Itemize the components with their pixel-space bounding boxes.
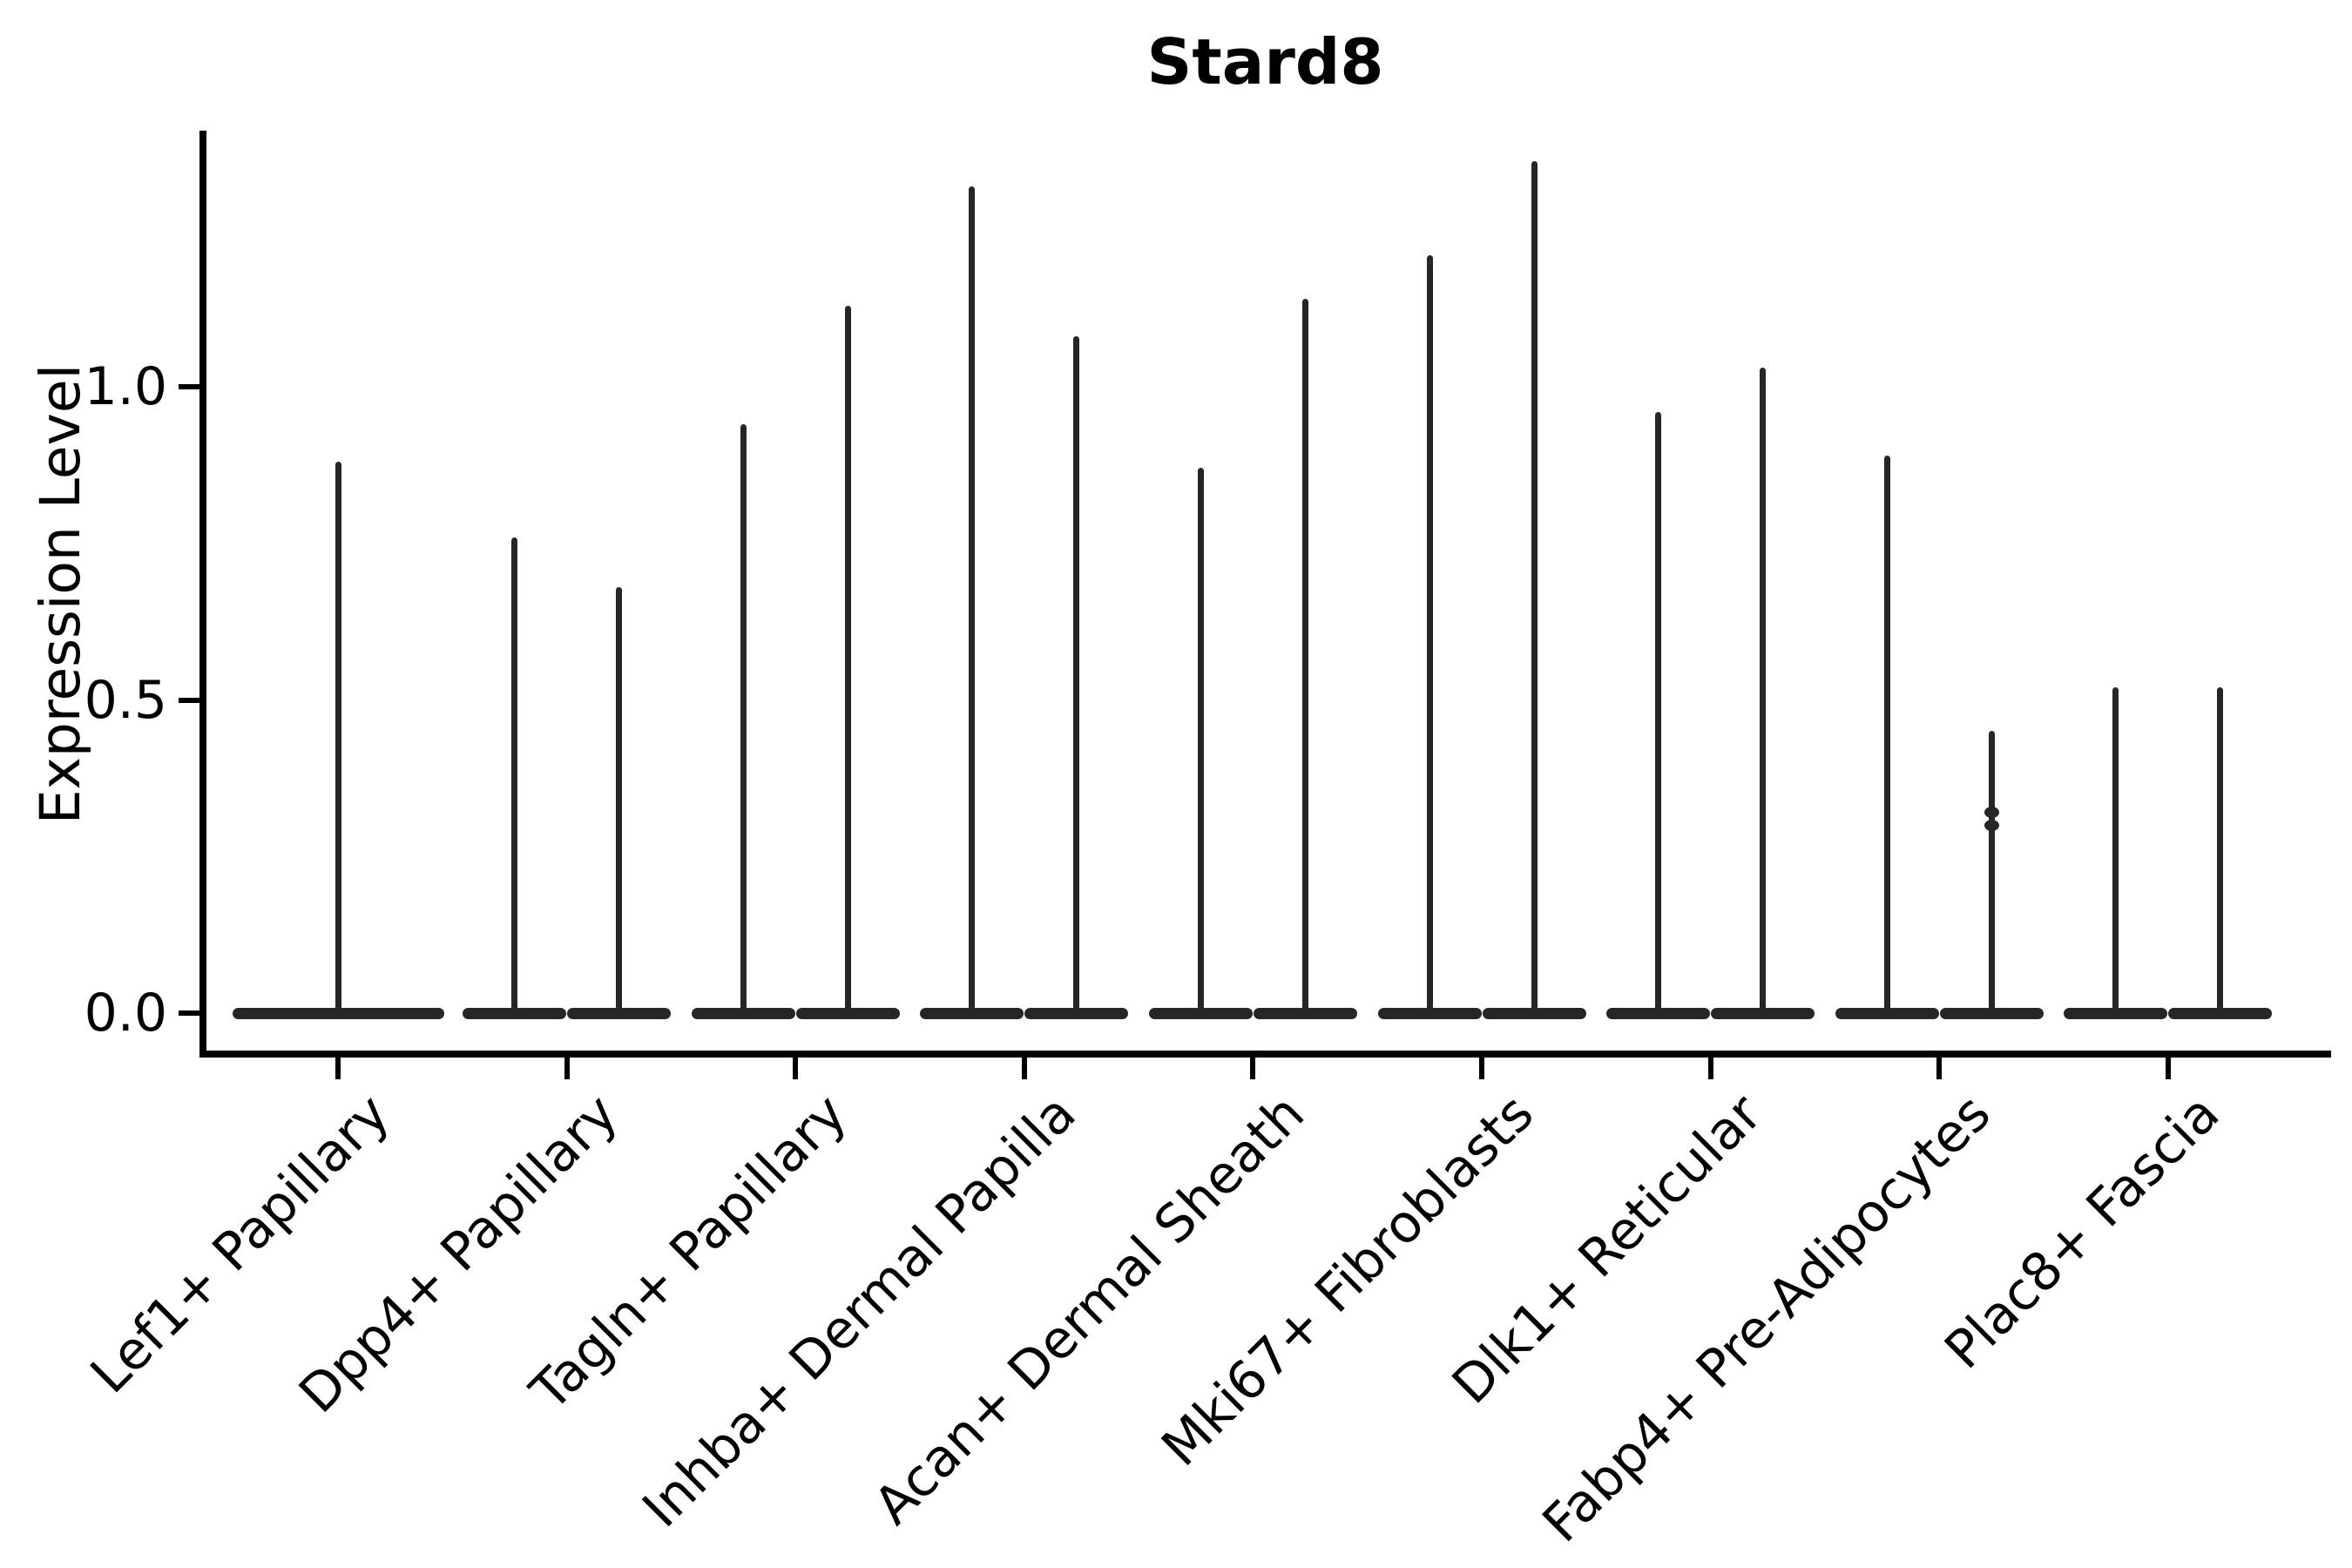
violin-spike [1426,255,1433,1013]
x-tick-label: Fabp4+ Pre-Adipocytes [1531,1083,2003,1555]
violin-spike [844,305,851,1013]
violin-spike [335,462,341,1013]
x-tick [564,1058,570,1079]
violin-base [1606,1007,1711,1019]
violin-spike [511,537,518,1013]
x-tick-label: Acan+ Dermal Sheath [862,1083,1317,1537]
violin-base [1482,1007,1586,1019]
violin-base [2168,1007,2273,1019]
violin-base [567,1007,672,1019]
violin-base [1835,1007,1939,1019]
violin-spike [616,587,623,1013]
x-tick [2165,1058,2171,1079]
violin-spike [740,424,747,1013]
violin-base [1253,1007,1357,1019]
x-tick [793,1058,799,1079]
violin-spike [1760,368,1767,1013]
violin-spike [1073,336,1080,1013]
violin-base [2064,1007,2168,1019]
x-tick [1479,1058,1484,1079]
y-tick [179,384,200,389]
violin-base [463,1007,567,1019]
chart-title: Stard8 [1146,25,1384,98]
violin-base [232,1007,444,1019]
violin-spike [1531,161,1538,1013]
violin-spike [2112,687,2119,1013]
violin-spike [1988,731,1995,1013]
y-axis-spine [199,131,206,1058]
violin-base [1377,1007,1482,1019]
violin-base [1939,1007,2044,1019]
y-tick-label: 1.0 [84,356,167,417]
x-tick [1021,1058,1027,1079]
violin-spike [1655,411,1662,1013]
violin-spike [1197,468,1204,1013]
y-tick [179,1010,200,1016]
violin-bump [1984,819,1999,831]
violin-spike [969,186,976,1013]
y-tick-label: 0.0 [84,983,167,1044]
violin-bump [1984,807,1999,819]
x-tick-label: Inhba+ Dermal Papilla [631,1083,1088,1539]
x-tick [1707,1058,1713,1079]
y-tick [179,697,200,703]
violin-base [1148,1007,1253,1019]
y-axis-label: Expression Level [29,363,92,825]
violin-base [920,1007,1024,1019]
violin-spike [1301,299,1308,1013]
x-tick [1250,1058,1256,1079]
violin-base [795,1007,900,1019]
violin-base [1711,1007,1815,1019]
y-tick-label: 0.5 [84,669,167,731]
violin-base [691,1007,795,1019]
violin-base [1024,1007,1129,1019]
violin-spike [2217,687,2224,1013]
x-tick [335,1058,341,1079]
x-axis-spine [199,1051,2331,1058]
x-tick [1936,1058,1943,1079]
violin-spike [1883,456,1890,1013]
